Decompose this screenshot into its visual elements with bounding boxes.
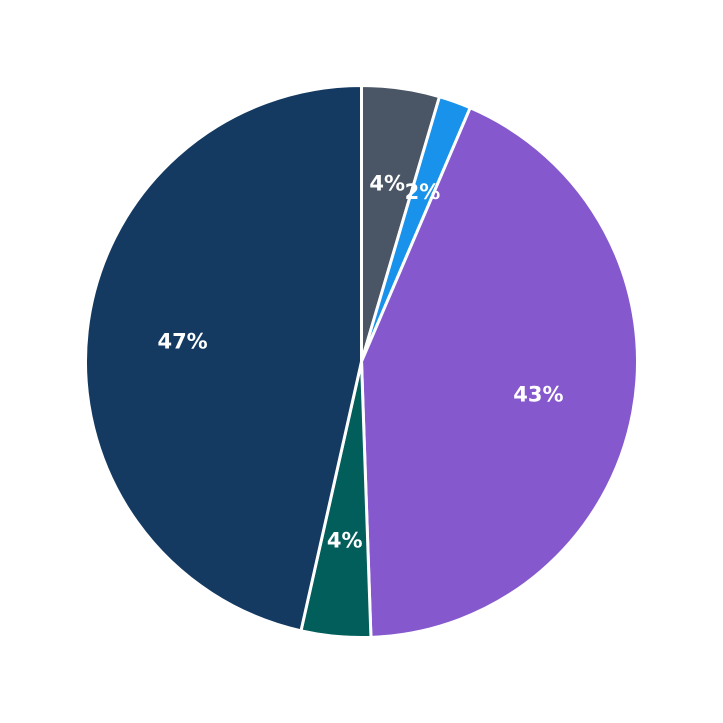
pie-labels: 4% 2%43%4%47% <box>157 171 563 552</box>
pie-slice-4 <box>84 84 363 633</box>
pie-slice-label-0: 4% <box>369 171 405 195</box>
pie-slice-label-1: 2% <box>405 180 441 204</box>
pie-slice-label-3: 4% <box>327 529 363 553</box>
pie-slice-2 <box>360 106 639 639</box>
pie-slice-label-2: 43% <box>513 383 563 407</box>
pie-slice-label-4: 47% <box>157 330 207 354</box>
pie-slices <box>84 84 639 639</box>
